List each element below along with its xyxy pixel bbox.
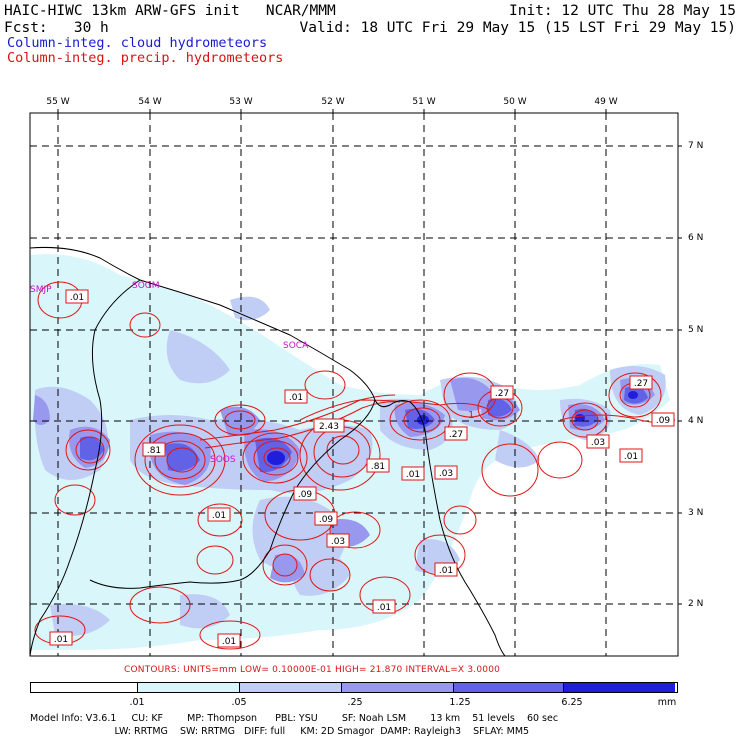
colorbar-segment bbox=[342, 683, 454, 692]
colorbar-label: .01 bbox=[129, 697, 145, 708]
contour-label-box: .01 bbox=[372, 599, 396, 614]
lon-label: 54 W bbox=[138, 97, 162, 107]
map-frame bbox=[29, 112, 679, 657]
contour-label-text: .01 bbox=[377, 603, 391, 613]
contour-label-box: 2.43 bbox=[313, 418, 345, 433]
lon-label: 52 W bbox=[321, 97, 345, 107]
station-sogm: SOGM bbox=[132, 281, 160, 291]
contour-label-box: .01 bbox=[65, 289, 89, 304]
contour-label-box: .27 bbox=[629, 375, 653, 390]
contour-label-box: .03 bbox=[586, 434, 610, 449]
contour-label-text: .09 bbox=[298, 490, 313, 500]
contour-label-box: .27 bbox=[444, 426, 468, 441]
cloud-core-shading bbox=[267, 391, 638, 465]
contour-label-box: .27 bbox=[490, 385, 514, 400]
contour-label-box: .01 bbox=[217, 633, 241, 648]
contour-label-box: .01 bbox=[49, 631, 73, 646]
colorbar-segment bbox=[564, 683, 675, 692]
contour-label-text: .01 bbox=[406, 470, 420, 480]
lon-label: 49 W bbox=[594, 97, 618, 107]
weather-map: SMJP SOGM SOCA SOOS .01 .01 .81 2.43 .81… bbox=[29, 109, 682, 657]
lat-lon-grid bbox=[30, 113, 678, 656]
contour-label-text: .03 bbox=[439, 469, 453, 479]
lat-label: 6 N bbox=[688, 233, 704, 243]
colorbar bbox=[30, 682, 678, 693]
header-forecast: Fcst: 30 h bbox=[4, 20, 109, 36]
lat-label: 5 N bbox=[688, 325, 704, 335]
contour-label-box: .03 bbox=[326, 533, 350, 548]
contour-label-box: .03 bbox=[434, 465, 458, 480]
contour-label-text: .01 bbox=[289, 393, 303, 403]
lat-label: 7 N bbox=[688, 141, 704, 151]
station-soos: SOOS bbox=[210, 455, 236, 465]
contour-label-text: .27 bbox=[495, 389, 509, 399]
contour-label-text: .03 bbox=[331, 537, 345, 547]
colorbar-segment bbox=[31, 683, 138, 692]
coastline bbox=[30, 246, 506, 656]
colorbar-units: mm bbox=[657, 697, 677, 708]
contour-label-text: 1 bbox=[468, 410, 474, 421]
station-smjp: SMJP bbox=[30, 285, 52, 295]
contour-label-text: .01 bbox=[439, 566, 453, 576]
colorbar-segment bbox=[138, 683, 240, 692]
lon-label: 51 W bbox=[412, 97, 436, 107]
field-cloud-label: Column-integ. cloud hydrometeors bbox=[7, 35, 268, 51]
contour-label-box: .81 bbox=[142, 442, 166, 457]
precip-contours bbox=[34, 281, 676, 650]
contour-label-box: .01 bbox=[207, 507, 231, 522]
contour-label-text: .09 bbox=[319, 515, 334, 525]
contour-label-text: .03 bbox=[591, 438, 605, 448]
contour-label-text: .27 bbox=[449, 430, 463, 440]
colorbar-segment bbox=[240, 683, 342, 692]
contour-label-box: .09 bbox=[651, 412, 675, 427]
contour-label-text: .81 bbox=[147, 446, 161, 456]
contour-label-box: .01 bbox=[401, 466, 425, 481]
station-soca: SOCA bbox=[283, 341, 309, 351]
contour-label-text: .81 bbox=[371, 462, 385, 472]
header-title: HAIC-HIWC 13km ARW-GFS init NCAR/MMM bbox=[4, 3, 336, 19]
contour-label-text: .01 bbox=[54, 635, 68, 645]
lon-label: 50 W bbox=[503, 97, 527, 107]
contour-label-text: .01 bbox=[624, 452, 638, 462]
contour-label-box: .09 bbox=[314, 511, 338, 526]
lon-label: 55 W bbox=[46, 97, 70, 107]
contour-label-text: .01 bbox=[70, 293, 84, 303]
colorbar-label: 6.25 bbox=[561, 697, 583, 708]
colorbar-label: .25 bbox=[347, 697, 363, 708]
header-init: Init: 12 UTC Thu 28 May 15 bbox=[509, 3, 736, 19]
model-info-line1: Model Info: V3.6.1 CU: KF MP: Thompson P… bbox=[30, 713, 559, 724]
field-precip-label: Column-integ. precip. hydrometeors bbox=[7, 50, 284, 66]
contour-label-box: .81 bbox=[366, 458, 390, 473]
contour-label-box: .01 bbox=[619, 448, 643, 463]
contour-labels: .01 .01 .81 2.43 .81 .27 .27 .03 .01 .09… bbox=[49, 289, 675, 648]
colorbar-segment bbox=[454, 683, 564, 692]
model-info-line2: LW: RRTMG SW: RRTMG DIFF: full KM: 2D Sm… bbox=[30, 726, 530, 737]
colorbar-label: .05 bbox=[231, 697, 247, 708]
contour-label-text: 2.43 bbox=[319, 422, 339, 432]
lat-label: 4 N bbox=[688, 416, 704, 426]
contour-label-box: .01 bbox=[284, 389, 308, 404]
colorbar-label: 1.25 bbox=[449, 697, 471, 708]
header-valid: Valid: 18 UTC Fri 29 May 15 (15 LST Fri … bbox=[299, 20, 737, 36]
contour-label-text: .27 bbox=[634, 379, 648, 389]
lat-label: 3 N bbox=[688, 508, 704, 518]
frame-ticks bbox=[57, 109, 682, 605]
contours-info: CONTOURS: UNITS=mm LOW= 0.10000E-01 HIGH… bbox=[124, 665, 501, 675]
lat-label: 2 N bbox=[688, 599, 704, 609]
contour-label-text: .09 bbox=[656, 416, 671, 426]
contour-label-box: .09 bbox=[293, 486, 317, 501]
contour-label-text: .01 bbox=[212, 511, 226, 521]
contour-label-box: .01 bbox=[434, 562, 458, 577]
lon-label: 53 W bbox=[229, 97, 253, 107]
contour-label-text: .01 bbox=[222, 637, 236, 647]
